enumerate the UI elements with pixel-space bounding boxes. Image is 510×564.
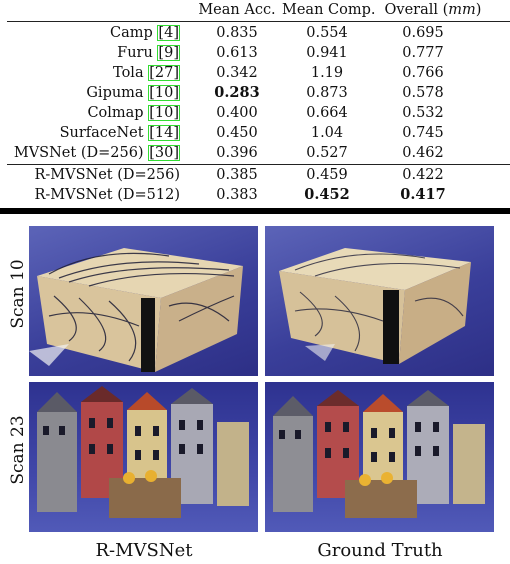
section-rule xyxy=(7,164,510,165)
overall-value: 0.745 xyxy=(402,125,444,141)
mean-comp-value: 0.554 xyxy=(306,25,348,41)
mean-comp-value: 0.873 xyxy=(306,85,348,101)
table-row-ours: R-MVSNet (D=512) 0.383 0.452 0.417 xyxy=(0,185,510,205)
table-row: SurfaceNet [14] 0.450 1.04 0.745 xyxy=(0,123,510,143)
overall-value: 0.532 xyxy=(402,105,444,121)
table-row-ours: R-MVSNet (D=256) 0.385 0.459 0.422 xyxy=(0,165,510,185)
mean-comp-value: 0.941 xyxy=(306,45,348,61)
scan23-ground-truth-image xyxy=(265,382,494,532)
mean-acc-value: 0.385 xyxy=(216,167,258,183)
row-label-scan-10: Scan 10 xyxy=(8,259,28,329)
method-name: SurfaceNet [14] xyxy=(59,125,180,141)
method-name: R-MVSNet (D=512) xyxy=(34,187,180,203)
method-name: Camp [4] xyxy=(110,25,180,41)
scan23-rmvsnet-image xyxy=(29,382,258,532)
header-rule xyxy=(7,21,510,22)
mean-acc-value-best: 0.283 xyxy=(214,84,260,101)
qualitative-figure: Scan 10 Scan 23 xyxy=(0,214,510,564)
mean-comp-value: 1.19 xyxy=(310,65,344,81)
overall-value: 0.422 xyxy=(402,167,444,183)
overall-value: 0.578 xyxy=(402,85,444,101)
scan10-rmvsnet-render xyxy=(29,248,243,372)
table-row: Gipuma [10] 0.283 0.873 0.578 xyxy=(0,83,510,103)
mean-acc-value: 0.450 xyxy=(216,125,258,141)
mean-comp-value: 0.459 xyxy=(306,167,348,183)
table-header-row: Mean Acc. Mean Comp. Overall (mm) xyxy=(0,0,510,20)
mean-acc-value: 0.400 xyxy=(216,105,258,121)
mean-acc-value: 0.396 xyxy=(216,145,258,161)
mean-comp-value: 0.527 xyxy=(306,145,348,161)
column-caption-rmvsnet: R-MVSNet xyxy=(95,540,193,561)
mean-acc-value: 0.835 xyxy=(216,25,258,41)
overall-value: 0.766 xyxy=(402,65,444,81)
method-name: Furu [9] xyxy=(117,45,180,61)
mean-acc-value: 0.383 xyxy=(216,187,258,203)
row-label-scan-23: Scan 23 xyxy=(8,415,28,485)
column-caption-ground-truth: Ground Truth xyxy=(317,540,443,561)
mean-comp-value-best: 0.452 xyxy=(304,186,350,203)
overall-value: 0.777 xyxy=(402,45,444,61)
scan10-rmvsnet-image xyxy=(29,226,258,376)
mean-comp-value: 1.04 xyxy=(310,125,344,141)
scan23-ground-truth-render xyxy=(273,390,485,518)
table-row: Camp [4] 0.835 0.554 0.695 xyxy=(0,23,510,43)
overall-value-best: 0.417 xyxy=(400,186,446,203)
header-overall: Overall (mm) xyxy=(384,2,482,18)
table-row: Colmap [10] 0.400 0.664 0.532 xyxy=(0,103,510,123)
overall-value: 0.462 xyxy=(402,145,444,161)
scan10-ground-truth-image xyxy=(265,226,494,376)
separator-bar xyxy=(0,208,510,214)
method-name: Colmap [10] xyxy=(87,105,180,121)
mean-comp-value: 0.664 xyxy=(306,105,348,121)
table-row: MVSNet (D=256) [30] 0.396 0.527 0.462 xyxy=(0,143,510,163)
method-name: Tola [27] xyxy=(113,65,180,81)
header-mean-acc: Mean Acc. xyxy=(198,2,276,18)
method-name: MVSNet (D=256) [30] xyxy=(13,145,180,161)
method-name: Gipuma [10] xyxy=(86,85,180,101)
mean-acc-value: 0.613 xyxy=(216,45,258,61)
scan10-ground-truth-render xyxy=(279,248,471,364)
results-table: Mean Acc. Mean Comp. Overall (mm) Camp [… xyxy=(0,0,510,208)
header-mean-comp: Mean Comp. xyxy=(282,2,376,18)
mean-acc-value: 0.342 xyxy=(216,65,258,81)
method-name: R-MVSNet (D=256) xyxy=(34,167,180,183)
table-row: Furu [9] 0.613 0.941 0.777 xyxy=(0,43,510,63)
table-row: Tola [27] 0.342 1.19 0.766 xyxy=(0,63,510,83)
scan23-rmvsnet-render xyxy=(37,386,249,518)
overall-value: 0.695 xyxy=(402,25,444,41)
